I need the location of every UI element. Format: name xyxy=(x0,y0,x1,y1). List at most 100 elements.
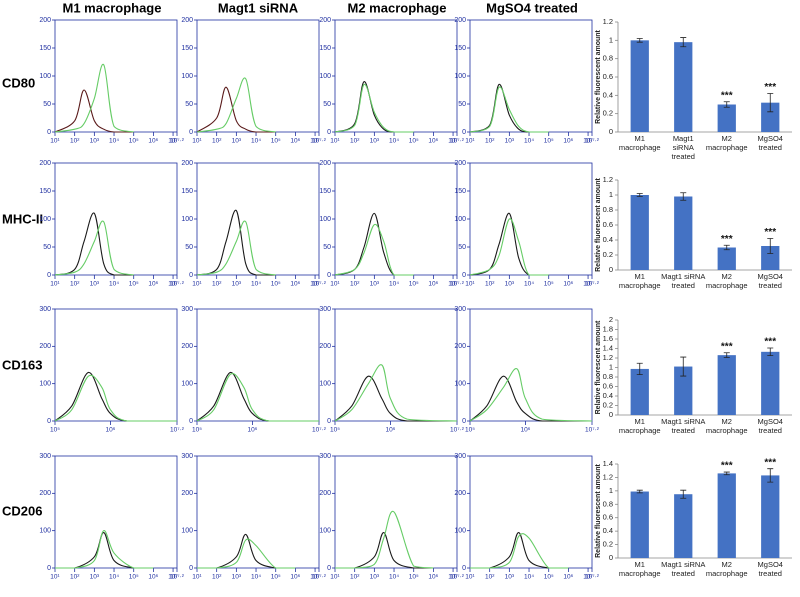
x-tick-label: 10⁷·² xyxy=(312,427,327,434)
x-tick-label: 10¹ xyxy=(50,574,60,581)
y-tick-label: 200 xyxy=(181,343,193,350)
x-tick-label: 10² xyxy=(212,281,222,288)
plot-frame xyxy=(196,162,320,276)
x-tick-label: 10⁴ xyxy=(109,574,119,581)
y-tick-label: 200 xyxy=(39,490,51,497)
y-tick-label: 100 xyxy=(181,381,193,388)
histogram-curve xyxy=(196,373,319,422)
error-bar xyxy=(636,489,643,494)
histogram-curve xyxy=(334,212,414,276)
y-tick-label: 200 xyxy=(181,17,193,24)
error-bar xyxy=(767,347,774,357)
x-tick-label: 10⁵ xyxy=(129,138,139,145)
x-tick-label: 10⁷ xyxy=(448,574,458,581)
bar xyxy=(761,246,780,270)
significance-label: *** xyxy=(721,341,733,352)
x-tick-label: 10⁷·² xyxy=(450,138,465,145)
histogram-curve xyxy=(54,371,177,422)
y-tick-label: 100 xyxy=(39,381,51,388)
y-tick-label: 300 xyxy=(454,453,466,460)
y-tick-label: 200 xyxy=(454,17,466,24)
x-tick-label: 10³ xyxy=(505,574,515,581)
y-tick-label: 0 xyxy=(462,129,466,136)
x-tick-label: 10³ xyxy=(232,138,242,145)
x-tick-label: 10⁵ xyxy=(409,574,419,581)
y-tick-label: 0 xyxy=(609,127,613,136)
y-tick-label: 200 xyxy=(454,160,466,167)
plot-frame xyxy=(196,455,320,569)
y-tick-label: 0.6 xyxy=(603,381,613,390)
x-tick-label: 10³ xyxy=(370,574,380,581)
x-tick-label: 10¹ xyxy=(192,574,202,581)
x-tick-label: 10² xyxy=(485,281,495,288)
y-tick-label: 100 xyxy=(181,216,193,223)
x-tick-label: 10³ xyxy=(370,138,380,145)
x-tick-label: MgSO4 treated xyxy=(758,134,783,152)
x-tick-label: 10² xyxy=(212,138,222,145)
y-tick-label: 0.2 xyxy=(603,109,613,118)
error-bar xyxy=(680,489,687,499)
x-tick-label: Magt1 siRNA treated xyxy=(661,417,705,435)
x-tick-label: 10⁷·² xyxy=(170,574,185,581)
y-tick-label: 0.4 xyxy=(603,90,613,99)
x-tick-label: 10⁵ xyxy=(129,281,139,288)
histogram-curve xyxy=(54,212,134,276)
y-tick-label: 100 xyxy=(181,73,193,80)
bar xyxy=(761,102,780,132)
y-tick-label: 100 xyxy=(39,73,51,80)
x-tick-label: 10³ xyxy=(505,138,515,145)
x-tick-label: 10⁷ xyxy=(310,138,320,145)
y-tick-label: 0 xyxy=(327,272,331,279)
bar xyxy=(630,368,649,415)
x-tick-label: M1 macrophage xyxy=(619,417,661,435)
y-tick-label: 1.2 xyxy=(603,353,613,362)
x-tick-label: 10⁴ xyxy=(389,574,399,581)
x-tick-label: 10⁶ xyxy=(248,427,258,434)
x-tick-label: Magt1 siRNA treated xyxy=(661,272,705,290)
x-tick-label: 10⁴ xyxy=(524,138,534,145)
row-label: CD80 xyxy=(2,75,35,90)
plot-frame xyxy=(196,308,320,422)
x-tick-label: 10⁷ xyxy=(168,138,178,145)
x-tick-label: 10⁴ xyxy=(251,138,261,145)
y-tick-label: 1 xyxy=(609,190,613,199)
error-bar xyxy=(767,93,774,113)
x-tick-label: 10⁶ xyxy=(290,281,300,288)
plot-frame xyxy=(334,162,458,276)
histogram-curve xyxy=(196,86,276,133)
x-tick-label: 10⁷ xyxy=(168,281,178,288)
x-tick-label: 10⁴ xyxy=(251,574,261,581)
error-bar xyxy=(767,468,774,483)
plot-frame xyxy=(469,162,593,276)
y-tick-label: 0 xyxy=(462,565,466,572)
y-tick-label: 200 xyxy=(181,160,193,167)
y-tick-label: 100 xyxy=(454,381,466,388)
histogram-curve xyxy=(469,218,549,276)
y-tick-label: 0.6 xyxy=(603,72,613,81)
plot-frame xyxy=(469,455,593,569)
y-axis-label: Relative fluorescent amount xyxy=(595,29,602,123)
y-tick-label: 2 xyxy=(609,315,613,324)
x-tick-label: 10⁷·² xyxy=(585,281,600,288)
y-tick-label: 0.4 xyxy=(603,391,613,400)
y-tick-label: 100 xyxy=(39,528,51,535)
histogram-curve xyxy=(469,86,549,133)
x-tick-label: 10⁶ xyxy=(290,574,300,581)
histogram-curve xyxy=(469,368,593,422)
y-tick-label: 0.4 xyxy=(603,526,613,535)
bar xyxy=(717,355,736,415)
x-tick-label: 10⁴ xyxy=(389,138,399,145)
y-axis-label: Relative fluorescent amount xyxy=(595,463,602,557)
y-tick-label: 100 xyxy=(181,528,193,535)
y-tick-label: 0 xyxy=(609,553,613,562)
x-tick-label: 10⁷·² xyxy=(450,574,465,581)
error-bar xyxy=(636,362,643,376)
y-tick-label: 0.6 xyxy=(603,220,613,229)
x-tick-label: 10¹ xyxy=(330,138,340,145)
y-tick-label: 0.8 xyxy=(603,372,613,381)
histogram-curve xyxy=(470,533,569,569)
significance-label: *** xyxy=(721,461,733,472)
y-tick-label: 300 xyxy=(319,453,331,460)
x-tick-label: 10⁵ xyxy=(544,138,554,145)
